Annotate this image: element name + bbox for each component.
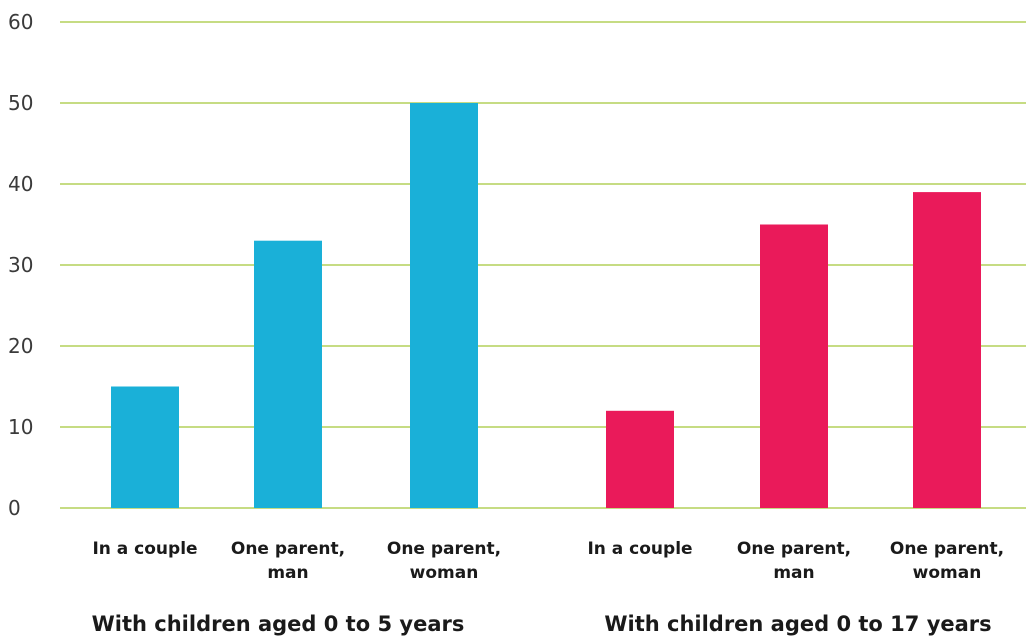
bar: [606, 410, 674, 508]
y-tick-label: 50: [8, 91, 33, 115]
x-tick-label: One parent,: [387, 539, 501, 559]
y-tick-label: 0: [8, 496, 21, 520]
gridlines: [60, 21, 1026, 509]
bar: [254, 240, 322, 508]
bar: [913, 192, 981, 508]
bar: [111, 386, 179, 508]
x-tick-label: man: [267, 563, 308, 583]
x-tick-label: man: [773, 563, 814, 583]
group-label: With children aged 0 to 5 years: [92, 612, 465, 636]
y-tick-label: 10: [8, 415, 33, 439]
bar: [410, 103, 478, 508]
x-tick-label: One parent,: [890, 539, 1004, 559]
y-axis-ticks: 0 10 20 30 40 50 60: [8, 10, 33, 520]
x-tick-label: In a couple: [92, 539, 197, 559]
x-axis-ticks: In a couple One parent, man One parent, woma…: [92, 539, 1004, 583]
x-tick-label: woman: [410, 563, 479, 583]
bars: [111, 103, 981, 508]
group-label: With children aged 0 to 17 years: [604, 612, 991, 636]
bar: [760, 224, 828, 508]
y-tick-label: 60: [8, 10, 33, 34]
y-tick-label: 40: [8, 172, 33, 196]
group-labels: With children aged 0 to 5 years With chil…: [92, 612, 992, 636]
x-tick-label: woman: [913, 563, 982, 583]
y-tick-label: 20: [8, 334, 33, 358]
x-tick-label: One parent,: [737, 539, 851, 559]
x-tick-label: One parent,: [231, 539, 345, 559]
y-tick-label: 30: [8, 253, 33, 277]
x-tick-label: In a couple: [587, 539, 692, 559]
